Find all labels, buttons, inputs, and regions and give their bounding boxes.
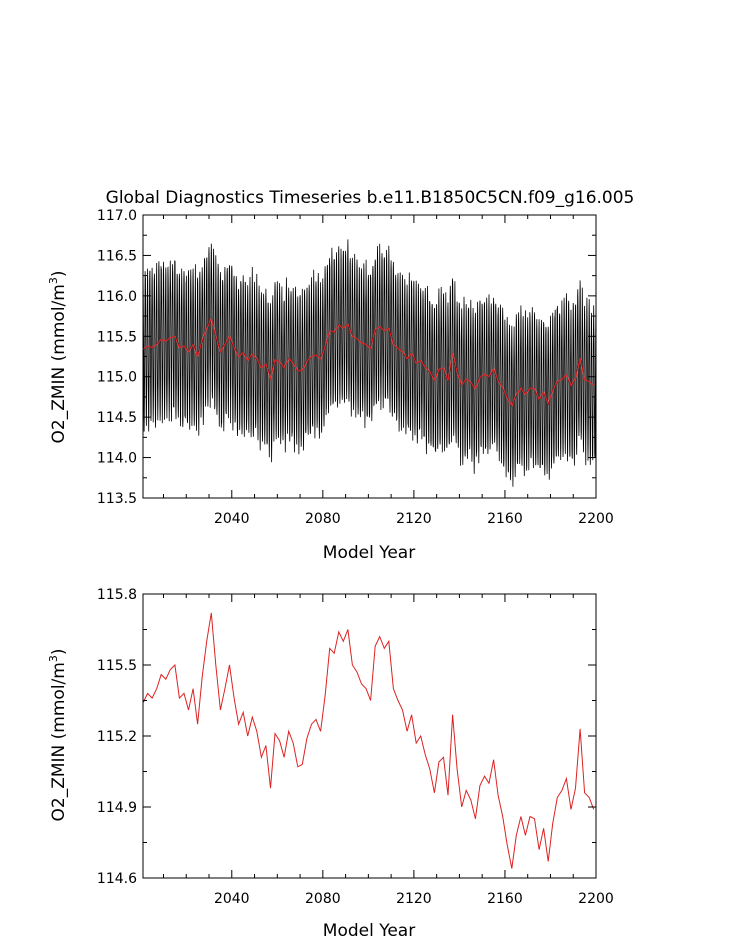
top-monthly-line: [142, 239, 597, 487]
top-y-tick-label: 116.0: [97, 289, 137, 305]
bottom-chart: 2040 2080 2120 2160 2200 114.6 114.9 115.2 115.5…: [47, 587, 614, 941]
bottom-x-tick-label: 2160: [487, 891, 523, 907]
top-x-tick-label: 2160: [487, 511, 523, 527]
top-y-tick-label: 116.5: [97, 248, 137, 264]
bottom-y-tick-label: 115.2: [97, 729, 137, 745]
bottom-x-axis-label: Model Year: [323, 921, 415, 941]
bottom-plot-frame: [142, 593, 597, 879]
top-y-tick-label: 114.5: [97, 410, 137, 426]
bottom-y-tick-label: 114.6: [97, 871, 137, 887]
bottom-y-tick-label: 115.5: [97, 658, 137, 674]
bottom-ticks-group: 2040 2080 2120 2160 2200 114.6 114.9 115.2 115.5…: [97, 587, 614, 907]
top-ticks-group: 2040 2080 2120 2160 2200 113.5 114.0 114.5 115.0…: [97, 208, 614, 527]
bottom-x-tick-label: 2120: [396, 891, 432, 907]
bottom-series-group: [142, 612, 595, 869]
top-y-tick-label: 117.0: [97, 208, 137, 224]
top-y-axis-label: O2_ZMIN (mmol/m3): [47, 271, 69, 444]
bottom-x-tick-label: 2200: [578, 891, 614, 907]
top-chart: 2040 2080 2120 2160 2200 113.5 114.0 114.5 115.0…: [47, 208, 614, 563]
top-chart-title: Global Diagnostics Timeseries b.e11.B185…: [106, 188, 635, 208]
top-series-group: [142, 239, 597, 487]
top-x-tick-label: 2120: [396, 511, 432, 527]
bottom-y-axis-label-close: ): [49, 649, 69, 656]
top-x-tick-label: 2040: [214, 511, 250, 527]
bottom-y-tick-label: 115.8: [97, 587, 137, 603]
top-y-tick-label: 115.5: [97, 329, 137, 345]
top-annual-mean-line: [142, 316, 595, 408]
top-y-tick-label: 113.5: [97, 491, 137, 507]
top-y-tick-label: 115.0: [97, 370, 137, 386]
bottom-y-axis-label: O2_ZMIN (mmol/m3): [47, 649, 69, 822]
bottom-y-axis-label-sup: 3: [47, 655, 60, 662]
top-y-axis-label-sup: 3: [47, 277, 60, 284]
bottom-annual-mean-line: [142, 612, 595, 869]
top-y-tick-label: 114.0: [97, 451, 137, 467]
bottom-y-tick-label: 114.9: [97, 800, 137, 816]
bottom-x-tick-label: 2040: [214, 891, 250, 907]
top-x-tick-label: 2080: [305, 511, 341, 527]
top-x-axis-label: Model Year: [323, 543, 415, 563]
top-x-tick-label: 2200: [578, 511, 614, 527]
bottom-y-axis-label-main: O2_ZMIN (mmol/m: [49, 662, 69, 821]
top-y-axis-label-main: O2_ZMIN (mmol/m: [49, 284, 69, 443]
bottom-x-tick-label: 2080: [305, 891, 341, 907]
top-y-axis-label-close: ): [49, 271, 69, 278]
